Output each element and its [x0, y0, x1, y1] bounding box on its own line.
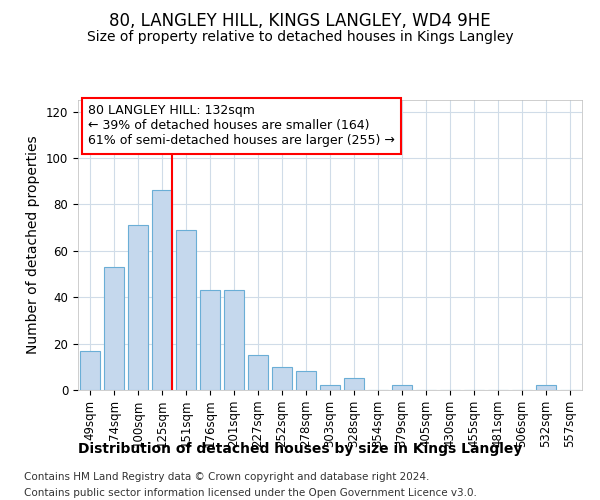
Bar: [152, 190, 172, 390]
Bar: [392, 386, 412, 390]
Bar: [224, 290, 244, 390]
Text: 80, LANGLEY HILL, KINGS LANGLEY, WD4 9HE: 80, LANGLEY HILL, KINGS LANGLEY, WD4 9HE: [109, 12, 491, 30]
Bar: [248, 355, 268, 390]
Text: Distribution of detached houses by size in Kings Langley: Distribution of detached houses by size …: [78, 442, 522, 456]
Bar: [80, 350, 100, 390]
Bar: [104, 267, 124, 390]
Bar: [296, 372, 316, 390]
Text: Contains public sector information licensed under the Open Government Licence v3: Contains public sector information licen…: [24, 488, 477, 498]
Bar: [536, 386, 556, 390]
Text: Size of property relative to detached houses in Kings Langley: Size of property relative to detached ho…: [86, 30, 514, 44]
Bar: [272, 367, 292, 390]
Bar: [128, 226, 148, 390]
Text: 80 LANGLEY HILL: 132sqm
← 39% of detached houses are smaller (164)
61% of semi-d: 80 LANGLEY HILL: 132sqm ← 39% of detache…: [88, 104, 395, 148]
Bar: [320, 386, 340, 390]
Bar: [344, 378, 364, 390]
Text: Contains HM Land Registry data © Crown copyright and database right 2024.: Contains HM Land Registry data © Crown c…: [24, 472, 430, 482]
Bar: [200, 290, 220, 390]
Bar: [176, 230, 196, 390]
Y-axis label: Number of detached properties: Number of detached properties: [26, 136, 40, 354]
